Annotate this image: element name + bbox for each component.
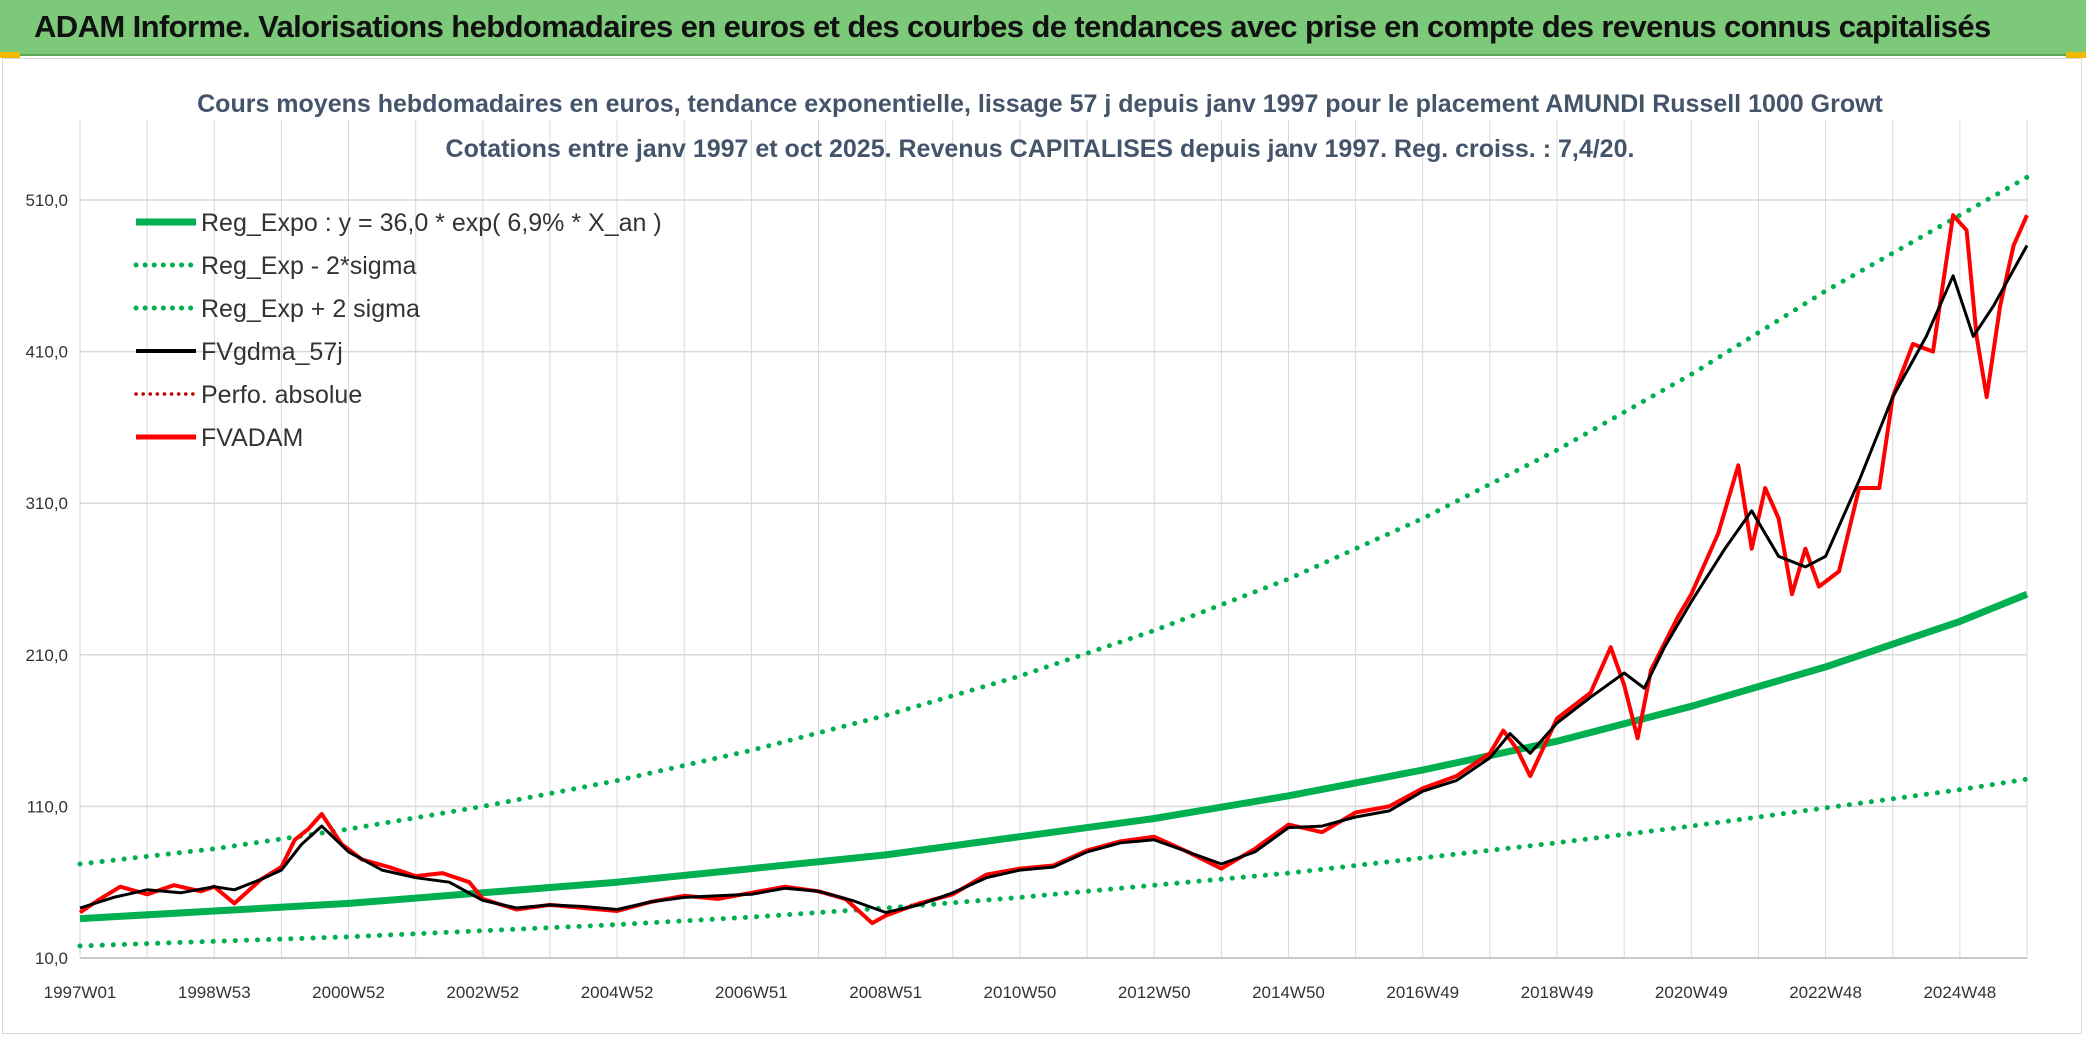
legend-label: Perfo. absolue — [201, 381, 362, 409]
x-tick-label: 2006W51 — [715, 983, 788, 1002]
legend-entry: FVgdma_57j — [136, 338, 343, 366]
chart-title: Cours moyens hebdomadaires en euros, ten… — [197, 90, 1883, 118]
legend-label: Reg_Expo : y = 36,0 * exp( 6,9% * X_an ) — [201, 209, 662, 237]
x-tick-label: 2024W48 — [1923, 983, 1996, 1002]
x-tick-label: 2012W50 — [1118, 983, 1191, 1002]
banner-title: ADAM Informe. Valorisations hebdomadaire… — [34, 9, 1991, 44]
axes: 10,0 110,0 210,0 310,0 410,0 510,0 1997W01 1998… — [25, 191, 2027, 1002]
legend-label: Reg_Exp + 2 sigma — [201, 295, 420, 323]
y-tick-label: 210,0 — [25, 646, 68, 665]
x-tick-label: 1998W53 — [178, 983, 251, 1002]
y-tick-label: 310,0 — [25, 494, 68, 513]
legend-entry: Perfo. absolue — [134, 381, 362, 409]
legend-label: Reg_Exp - 2*sigma — [201, 252, 416, 280]
x-tick-label: 2022W48 — [1789, 983, 1862, 1002]
legend: Reg_Expo : y = 36,0 * exp( 6,9% * X_an )… — [133, 209, 662, 452]
x-tick-label: 2016W49 — [1386, 983, 1459, 1002]
y-tick-label: 110,0 — [27, 797, 68, 816]
x-tick-label: 2018W49 — [1521, 983, 1594, 1002]
legend-entry: Reg_Expo : y = 36,0 * exp( 6,9% * X_an ) — [136, 209, 662, 237]
chart-subtitle: Cotations entre janv 1997 et oct 2025. R… — [446, 135, 1635, 163]
x-tick-label: 2020W49 — [1655, 983, 1728, 1002]
x-tick-label: 2002W52 — [446, 983, 519, 1002]
x-tick-label: 2000W52 — [312, 983, 385, 1002]
corner-mark-right — [2066, 52, 2086, 58]
series-reg-exp-minus — [77, 776, 2030, 949]
y-tick-label: 410,0 — [25, 343, 68, 362]
chart-frame — [2, 58, 2082, 1034]
x-tick-label: 2014W50 — [1252, 983, 1325, 1002]
y-tick-label: 10,0 — [35, 949, 68, 968]
y-tick-label: 510,0 — [25, 191, 68, 210]
series-reg-expo — [79, 590, 2029, 923]
series-group — [77, 174, 2030, 949]
legend-entry: Reg_Exp - 2*sigma — [133, 252, 416, 280]
report-banner: ADAM Informe. Valorisations hebdomadaire… — [0, 0, 2086, 56]
x-tick-label: 2008W51 — [849, 983, 922, 1002]
series-fvgdma — [79, 244, 2029, 914]
legend-entry: Reg_Exp + 2 sigma — [133, 295, 420, 323]
legend-entry: FVADAM — [136, 424, 303, 452]
legend-label: FVgdma_57j — [201, 338, 343, 366]
corner-mark-left — [0, 52, 20, 58]
grid — [79, 120, 2028, 959]
x-tick-label: 2004W52 — [581, 983, 654, 1002]
x-tick-label: 2010W50 — [984, 983, 1057, 1002]
series-reg-exp-plus — [77, 174, 2030, 867]
x-tick-label: 1997W01 — [44, 983, 117, 1002]
legend-label: FVADAM — [201, 424, 303, 452]
